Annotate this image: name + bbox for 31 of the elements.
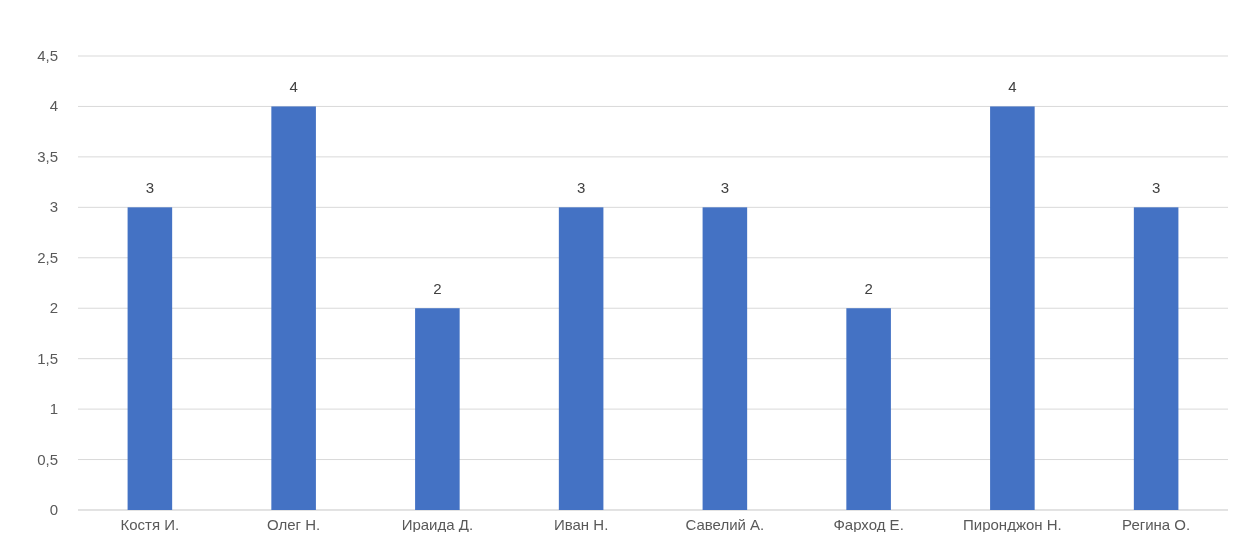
y-tick-label: 0,5	[37, 450, 58, 468]
bar	[1133, 207, 1179, 510]
data-label: 3	[1151, 179, 1161, 197]
bar	[702, 207, 748, 510]
bar	[990, 106, 1035, 510]
y-tick-label: 1	[49, 400, 58, 418]
data-label: 3	[576, 179, 586, 197]
bar	[558, 207, 604, 510]
bar	[127, 207, 173, 510]
data-label: 2	[433, 280, 442, 298]
data-label: 4	[1008, 78, 1017, 96]
data-label: 2	[864, 280, 873, 298]
x-tick-label: Олег Н.	[267, 516, 321, 533]
y-tick-label: 3,5	[37, 147, 58, 165]
data-label: 3	[720, 179, 730, 197]
y-tick-label: 4,5	[37, 47, 58, 64]
y-tick-label: 2	[49, 299, 58, 317]
data-label: 4	[289, 78, 298, 96]
y-tick-label: 0	[49, 501, 58, 518]
x-tick-label: Иван Н.	[553, 516, 609, 533]
y-tick-label: 2,5	[37, 248, 58, 266]
bar	[415, 308, 460, 510]
bar	[271, 106, 316, 510]
bar	[846, 308, 891, 510]
y-tick-label: 1,5	[37, 349, 58, 367]
x-tick-label: Савелий А.	[685, 516, 765, 533]
x-tick-label: Костя И.	[120, 516, 180, 533]
data-label: 3	[145, 179, 155, 197]
y-tick-label: 4	[49, 97, 58, 115]
x-tick-label: Регина О.	[1122, 516, 1191, 533]
y-tick-label: 3	[49, 198, 58, 216]
